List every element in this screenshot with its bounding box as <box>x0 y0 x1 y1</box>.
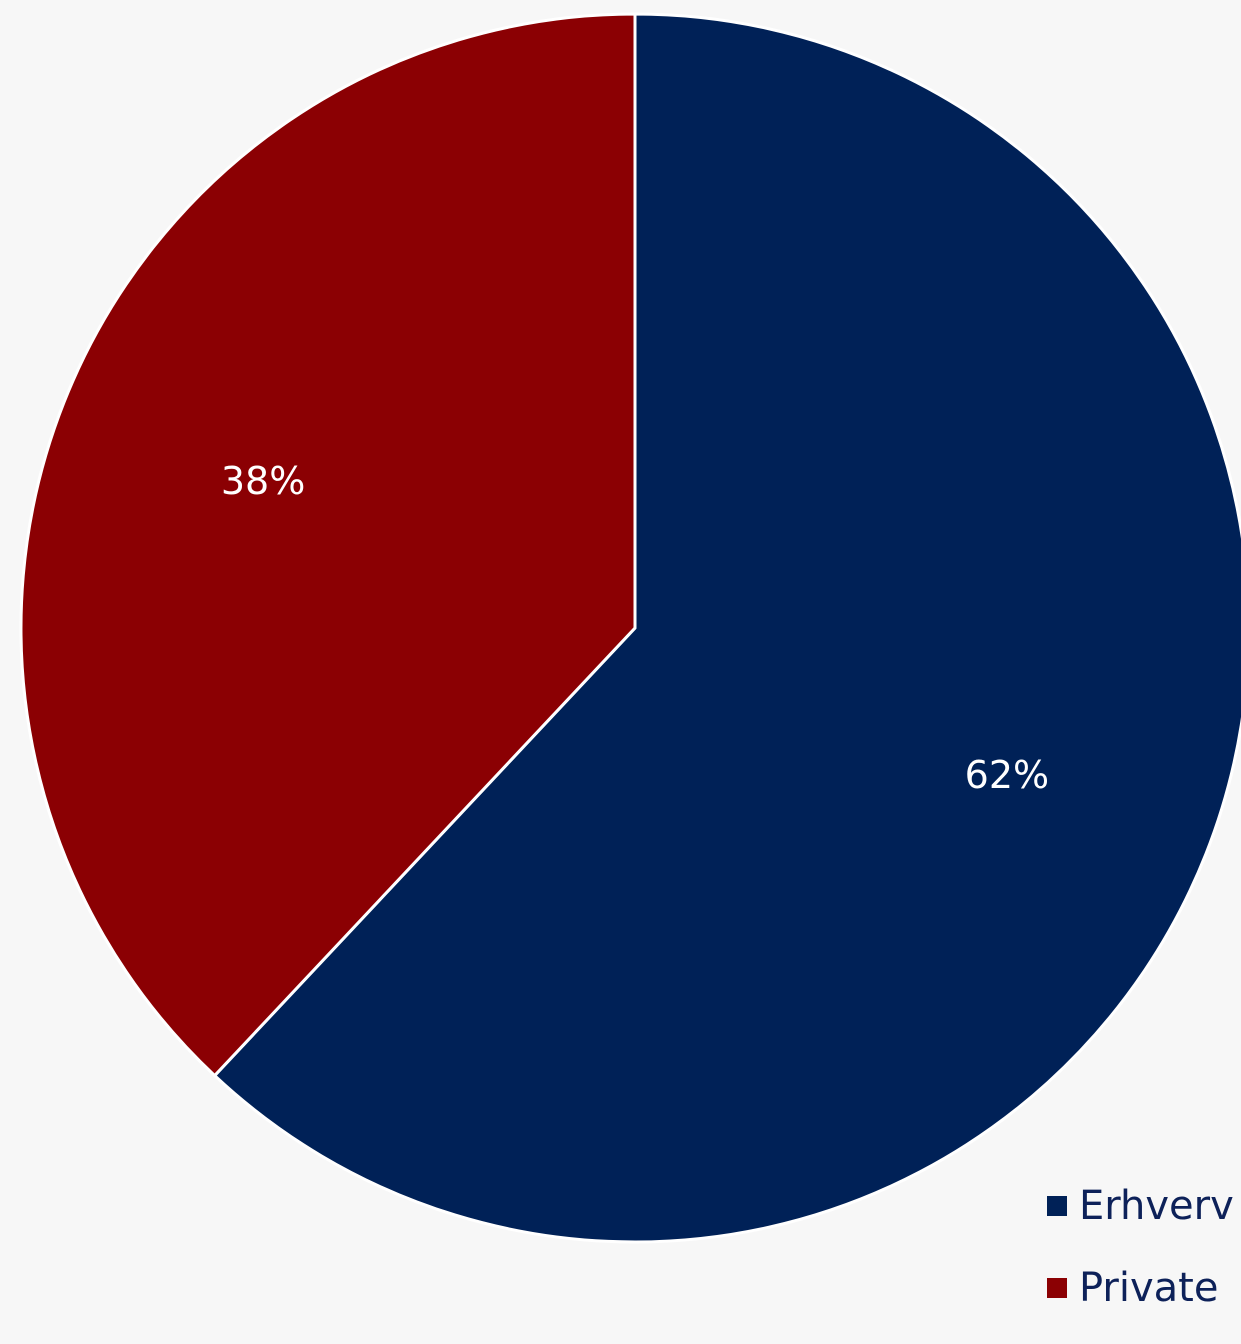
legend: Erhverv Private <box>1047 1180 1241 1344</box>
pie-label-erhverv: 62% <box>965 753 1049 797</box>
legend-item-private: Private <box>1047 1262 1241 1314</box>
pie-chart: 62% 38% <box>19 12 1241 1244</box>
legend-label-private: Private <box>1079 1265 1219 1311</box>
pie-label-private: 38% <box>221 459 305 503</box>
pie-slices <box>19 12 1241 1244</box>
pie-slice-private <box>19 12 637 1078</box>
legend-swatch-private <box>1047 1278 1067 1298</box>
pie-slice-erhverv <box>213 12 1241 1244</box>
legend-label-erhverv: Erhverv <box>1079 1183 1234 1229</box>
legend-item-erhverv: Erhverv <box>1047 1180 1241 1232</box>
pie-labels: 62% 38% <box>221 459 1049 797</box>
legend-swatch-erhverv <box>1047 1196 1067 1216</box>
